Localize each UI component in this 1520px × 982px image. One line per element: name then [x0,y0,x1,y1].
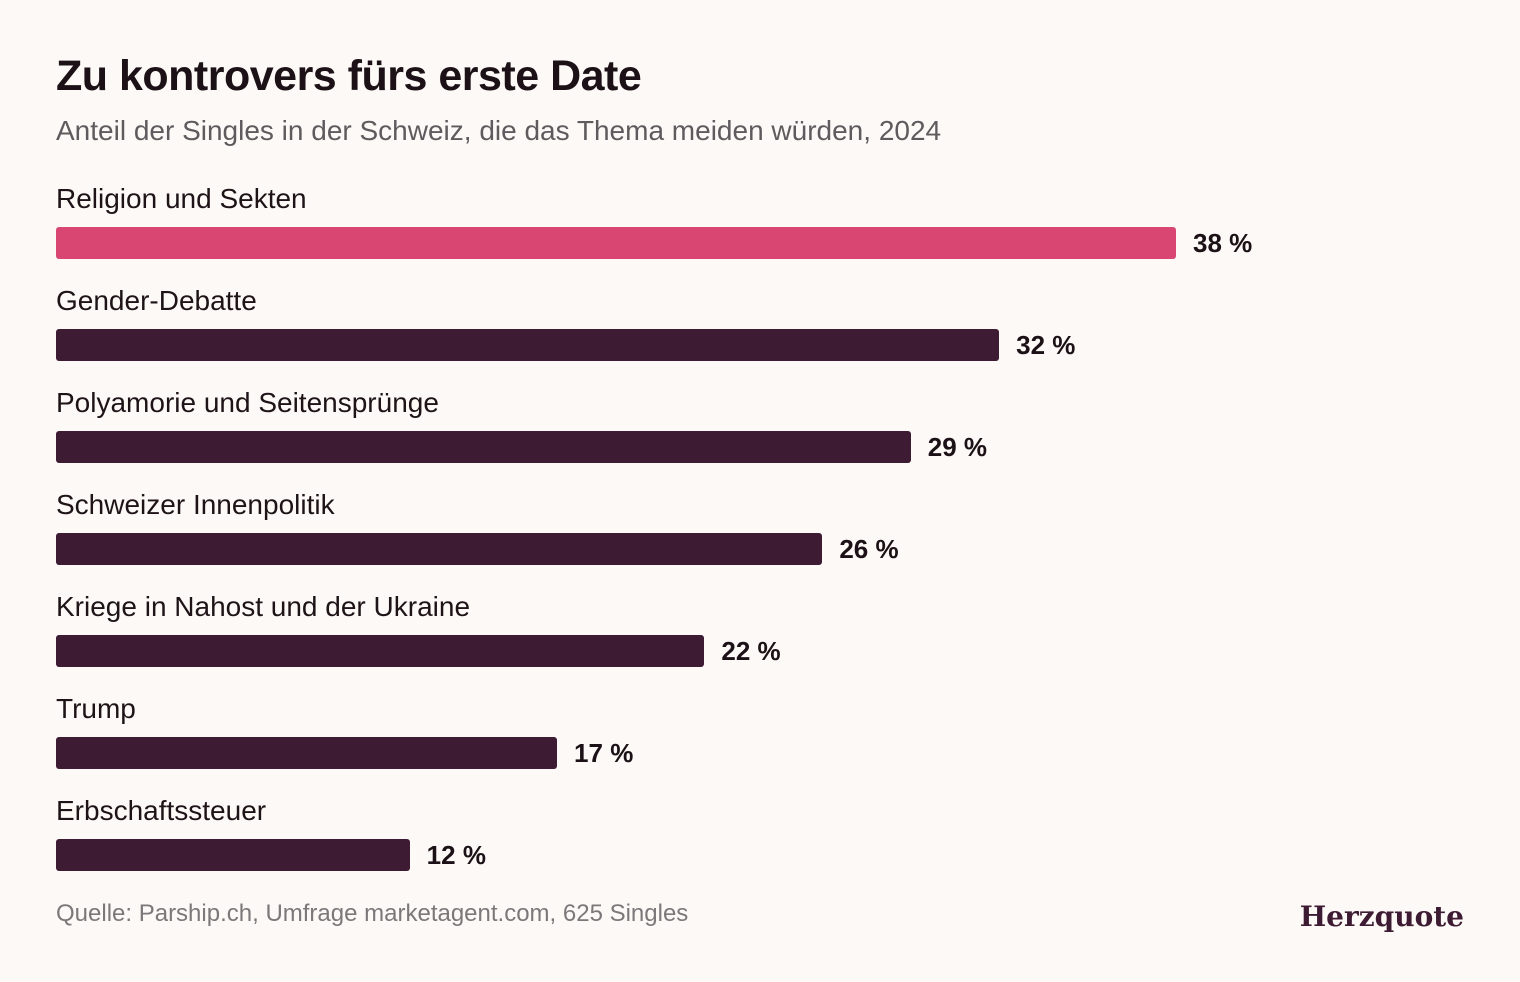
bar [56,839,410,871]
category-label: Religion und Sekten [56,183,307,214]
category-label: Polyamorie und Seitensprünge [56,387,439,418]
category-label: Schweizer Innenpolitik [56,489,335,520]
value-label: 26 % [839,534,899,564]
brand-logo: Herzquote [1299,900,1464,933]
bar [56,737,558,769]
category-label: Gender-Debatte [56,285,257,316]
bar [56,329,1000,361]
value-label: 22 % [721,636,781,666]
category-label: Trump [56,693,136,724]
value-label: 17 % [574,738,634,768]
category-label: Erbschaftssteuer [56,795,267,826]
bar [56,227,1176,259]
value-label: 38 % [1193,228,1253,258]
chart-subtitle: Anteil der Singles in der Schweiz, die d… [56,115,942,146]
bar [56,635,705,667]
bar [56,431,911,463]
source-note: Quelle: Parship.ch, Umfrage marketagent.… [56,900,689,927]
chart-title: Zu kontrovers fürs erste Date [56,52,642,100]
category-label: Kriege in Nahost und der Ukraine [56,591,471,622]
value-label: 32 % [1016,330,1076,360]
value-label: 29 % [927,432,987,462]
bar [56,533,823,565]
value-label: 12 % [426,840,486,870]
